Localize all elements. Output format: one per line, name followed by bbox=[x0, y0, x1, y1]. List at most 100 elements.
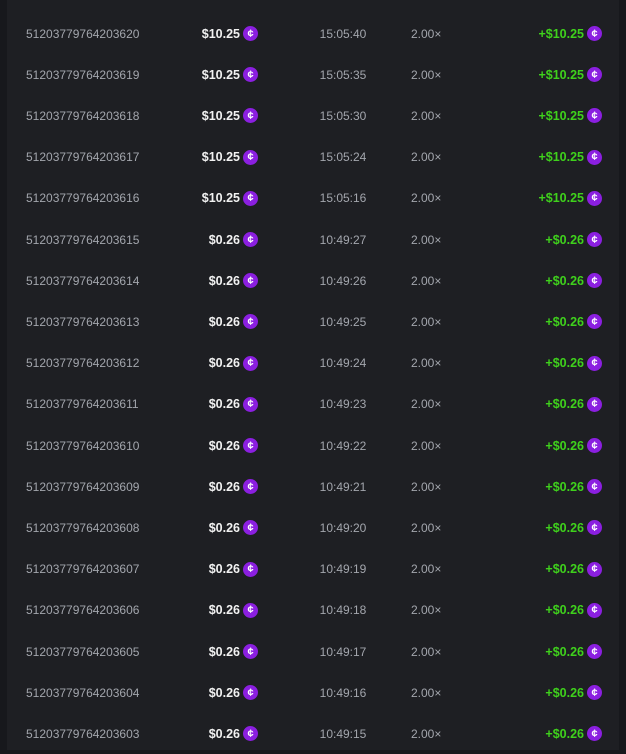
bet-id[interactable]: 51203779764203606 bbox=[26, 603, 140, 618]
table-row[interactable]: 51203779764203617 $10.25 ¢ 15:05:24 2.00×… bbox=[7, 137, 619, 178]
bet-amount-value: $0.26 bbox=[208, 644, 240, 659]
bet-payout: +$0.26 ¢ bbox=[487, 713, 602, 754]
bet-id[interactable]: 51203779764203614 bbox=[26, 273, 140, 288]
bet-id[interactable]: 51203779764203617 bbox=[26, 150, 140, 165]
bet-amount: $0.26 ¢ bbox=[157, 301, 258, 342]
bet-id[interactable]: 51203779764203611 bbox=[26, 397, 139, 412]
bet-amount: $0.26 ¢ bbox=[157, 425, 258, 466]
bet-multiplier: 2.00× bbox=[411, 232, 442, 247]
cent-coin-icon: ¢ bbox=[243, 67, 258, 83]
cent-coin-icon: ¢ bbox=[243, 396, 258, 412]
cent-coin-icon: ¢ bbox=[243, 108, 258, 124]
bet-amount-value: $0.26 bbox=[208, 438, 240, 453]
bet-time: 10:49:23 bbox=[319, 397, 367, 412]
cent-coin-icon: ¢ bbox=[243, 479, 258, 495]
bet-id[interactable]: 51203779764203616 bbox=[26, 191, 140, 206]
cent-coin-icon: ¢ bbox=[587, 396, 602, 412]
table-row[interactable]: 51203779764203606 $0.26 ¢ 10:49:18 2.00× … bbox=[7, 590, 619, 631]
bet-payout-value: +$0.26 bbox=[545, 603, 584, 618]
bet-id[interactable]: 51203779764203608 bbox=[26, 520, 140, 535]
cent-coin-icon: ¢ bbox=[587, 67, 602, 83]
bet-amount-value: $0.26 bbox=[208, 603, 240, 618]
bet-time: 10:49:26 bbox=[319, 273, 367, 288]
bet-amount: $0.26 ¢ bbox=[157, 713, 258, 754]
cent-coin-icon: ¢ bbox=[587, 108, 602, 124]
cent-coin-icon: ¢ bbox=[587, 438, 602, 453]
bet-multiplier: 2.00× bbox=[411, 520, 442, 535]
bet-payout-value: +$0.26 bbox=[545, 685, 584, 700]
table-row[interactable]: 51203779764203620 $10.25 ¢ 15:05:40 2.00×… bbox=[7, 13, 619, 54]
bet-amount: $0.26 ¢ bbox=[157, 631, 258, 672]
bet-payout-value: +$0.26 bbox=[545, 520, 584, 535]
table-row[interactable]: 51203779764203609 $0.26 ¢ 10:49:21 2.00× … bbox=[7, 466, 619, 507]
table-row[interactable]: 51203779764203613 $0.26 ¢ 10:49:25 2.00× … bbox=[7, 301, 619, 342]
bet-id[interactable]: 51203779764203619 bbox=[26, 67, 140, 82]
bet-payout-value: +$0.26 bbox=[545, 726, 584, 741]
cent-coin-icon: ¢ bbox=[243, 520, 258, 536]
table-row[interactable]: 51203779764203608 $0.26 ¢ 10:49:20 2.00× … bbox=[7, 507, 619, 548]
bet-id[interactable]: 51203779764203610 bbox=[26, 438, 140, 453]
bet-amount: $10.25 ¢ bbox=[157, 178, 258, 219]
bet-id[interactable]: 51203779764203604 bbox=[26, 685, 140, 700]
table-row[interactable]: 51203779764203610 $0.26 ¢ 10:49:22 2.00× … bbox=[7, 425, 619, 466]
cent-coin-icon: ¢ bbox=[243, 273, 258, 289]
bet-amount-value: $0.26 bbox=[208, 685, 240, 700]
table-row[interactable]: 51203779764203615 $0.26 ¢ 10:49:27 2.00× … bbox=[7, 219, 619, 260]
bet-id[interactable]: 51203779764203607 bbox=[26, 562, 140, 577]
bet-multiplier: 2.00× bbox=[411, 108, 442, 123]
bet-id[interactable]: 51203779764203605 bbox=[26, 644, 140, 659]
table-row[interactable]: 51203779764203618 $10.25 ¢ 15:05:30 2.00×… bbox=[7, 95, 619, 136]
bet-multiplier: 2.00× bbox=[411, 479, 442, 494]
table-row[interactable]: 51203779764203612 $0.26 ¢ 10:49:24 2.00× … bbox=[7, 343, 619, 384]
bet-time: 10:49:19 bbox=[319, 562, 367, 577]
table-row[interactable]: 51203779764203605 $0.26 ¢ 10:49:17 2.00× … bbox=[7, 631, 619, 672]
table-row[interactable]: 51203779764203604 $0.26 ¢ 10:49:16 2.00× … bbox=[7, 672, 619, 713]
bet-id[interactable]: 51203779764203615 bbox=[26, 232, 140, 247]
bet-multiplier: 2.00× bbox=[411, 191, 442, 206]
bet-amount: $0.26 ¢ bbox=[157, 590, 258, 631]
bet-amount-value: $0.26 bbox=[208, 356, 240, 371]
cent-coin-icon: ¢ bbox=[243, 314, 258, 330]
bet-payout: +$0.26 ¢ bbox=[487, 260, 602, 301]
bet-payout: +$0.26 ¢ bbox=[487, 631, 602, 672]
table-row[interactable]: 51203779764203603 $0.26 ¢ 10:49:15 2.00× … bbox=[7, 713, 619, 754]
bet-payout: +$0.26 ¢ bbox=[487, 384, 602, 425]
bet-payout: +$0.26 ¢ bbox=[487, 343, 602, 384]
table-row[interactable]: 51203779764203607 $0.26 ¢ 10:49:19 2.00× … bbox=[7, 549, 619, 590]
table-row[interactable]: 51203779764203611 $0.26 ¢ 10:49:23 2.00× … bbox=[7, 384, 619, 425]
bet-amount-value: $0.26 bbox=[208, 520, 240, 535]
bet-amount: $0.26 ¢ bbox=[157, 549, 258, 590]
bet-amount-value: $10.25 bbox=[201, 67, 240, 82]
bet-time: 10:49:20 bbox=[319, 520, 367, 535]
cent-coin-icon: ¢ bbox=[587, 726, 602, 742]
cent-coin-icon: ¢ bbox=[243, 561, 258, 577]
bet-payout-value: +$0.26 bbox=[545, 562, 584, 577]
bet-time: 10:49:21 bbox=[319, 479, 367, 494]
bet-id[interactable]: 51203779764203618 bbox=[26, 108, 140, 123]
bet-time: 15:05:24 bbox=[319, 150, 367, 165]
bet-amount: $0.26 ¢ bbox=[157, 507, 258, 548]
bet-id[interactable]: 51203779764203609 bbox=[26, 479, 140, 494]
bet-multiplier: 2.00× bbox=[411, 685, 442, 700]
bet-multiplier: 2.00× bbox=[411, 67, 442, 82]
bet-id[interactable]: 51203779764203603 bbox=[26, 726, 140, 741]
cent-coin-icon: ¢ bbox=[587, 644, 602, 659]
bet-id[interactable]: 51203779764203613 bbox=[26, 314, 140, 329]
bet-payout-value: +$0.26 bbox=[545, 397, 584, 412]
bet-multiplier: 2.00× bbox=[411, 356, 442, 371]
table-row[interactable]: 51203779764203616 $10.25 ¢ 15:05:16 2.00×… bbox=[7, 178, 619, 219]
table-row[interactable]: 51203779764203614 $0.26 ¢ 10:49:26 2.00× … bbox=[7, 260, 619, 301]
bet-id[interactable]: 51203779764203612 bbox=[26, 356, 140, 371]
bet-time: 10:49:24 bbox=[319, 356, 367, 371]
bet-id[interactable]: 51203779764203620 bbox=[26, 26, 140, 41]
bet-payout-value: +$0.26 bbox=[545, 644, 584, 659]
cent-coin-icon: ¢ bbox=[587, 232, 602, 247]
bet-time: 15:05:30 bbox=[319, 108, 367, 123]
table-row[interactable]: 51203779764203619 $10.25 ¢ 15:05:35 2.00×… bbox=[7, 54, 619, 95]
cent-coin-icon: ¢ bbox=[243, 438, 258, 453]
bet-amount: $10.25 ¢ bbox=[157, 95, 258, 136]
bet-payout-value: +$0.26 bbox=[545, 232, 584, 247]
bet-amount-value: $0.26 bbox=[208, 397, 240, 412]
bet-payout: +$0.26 ¢ bbox=[487, 507, 602, 548]
bet-payout: +$0.26 ¢ bbox=[487, 219, 602, 260]
